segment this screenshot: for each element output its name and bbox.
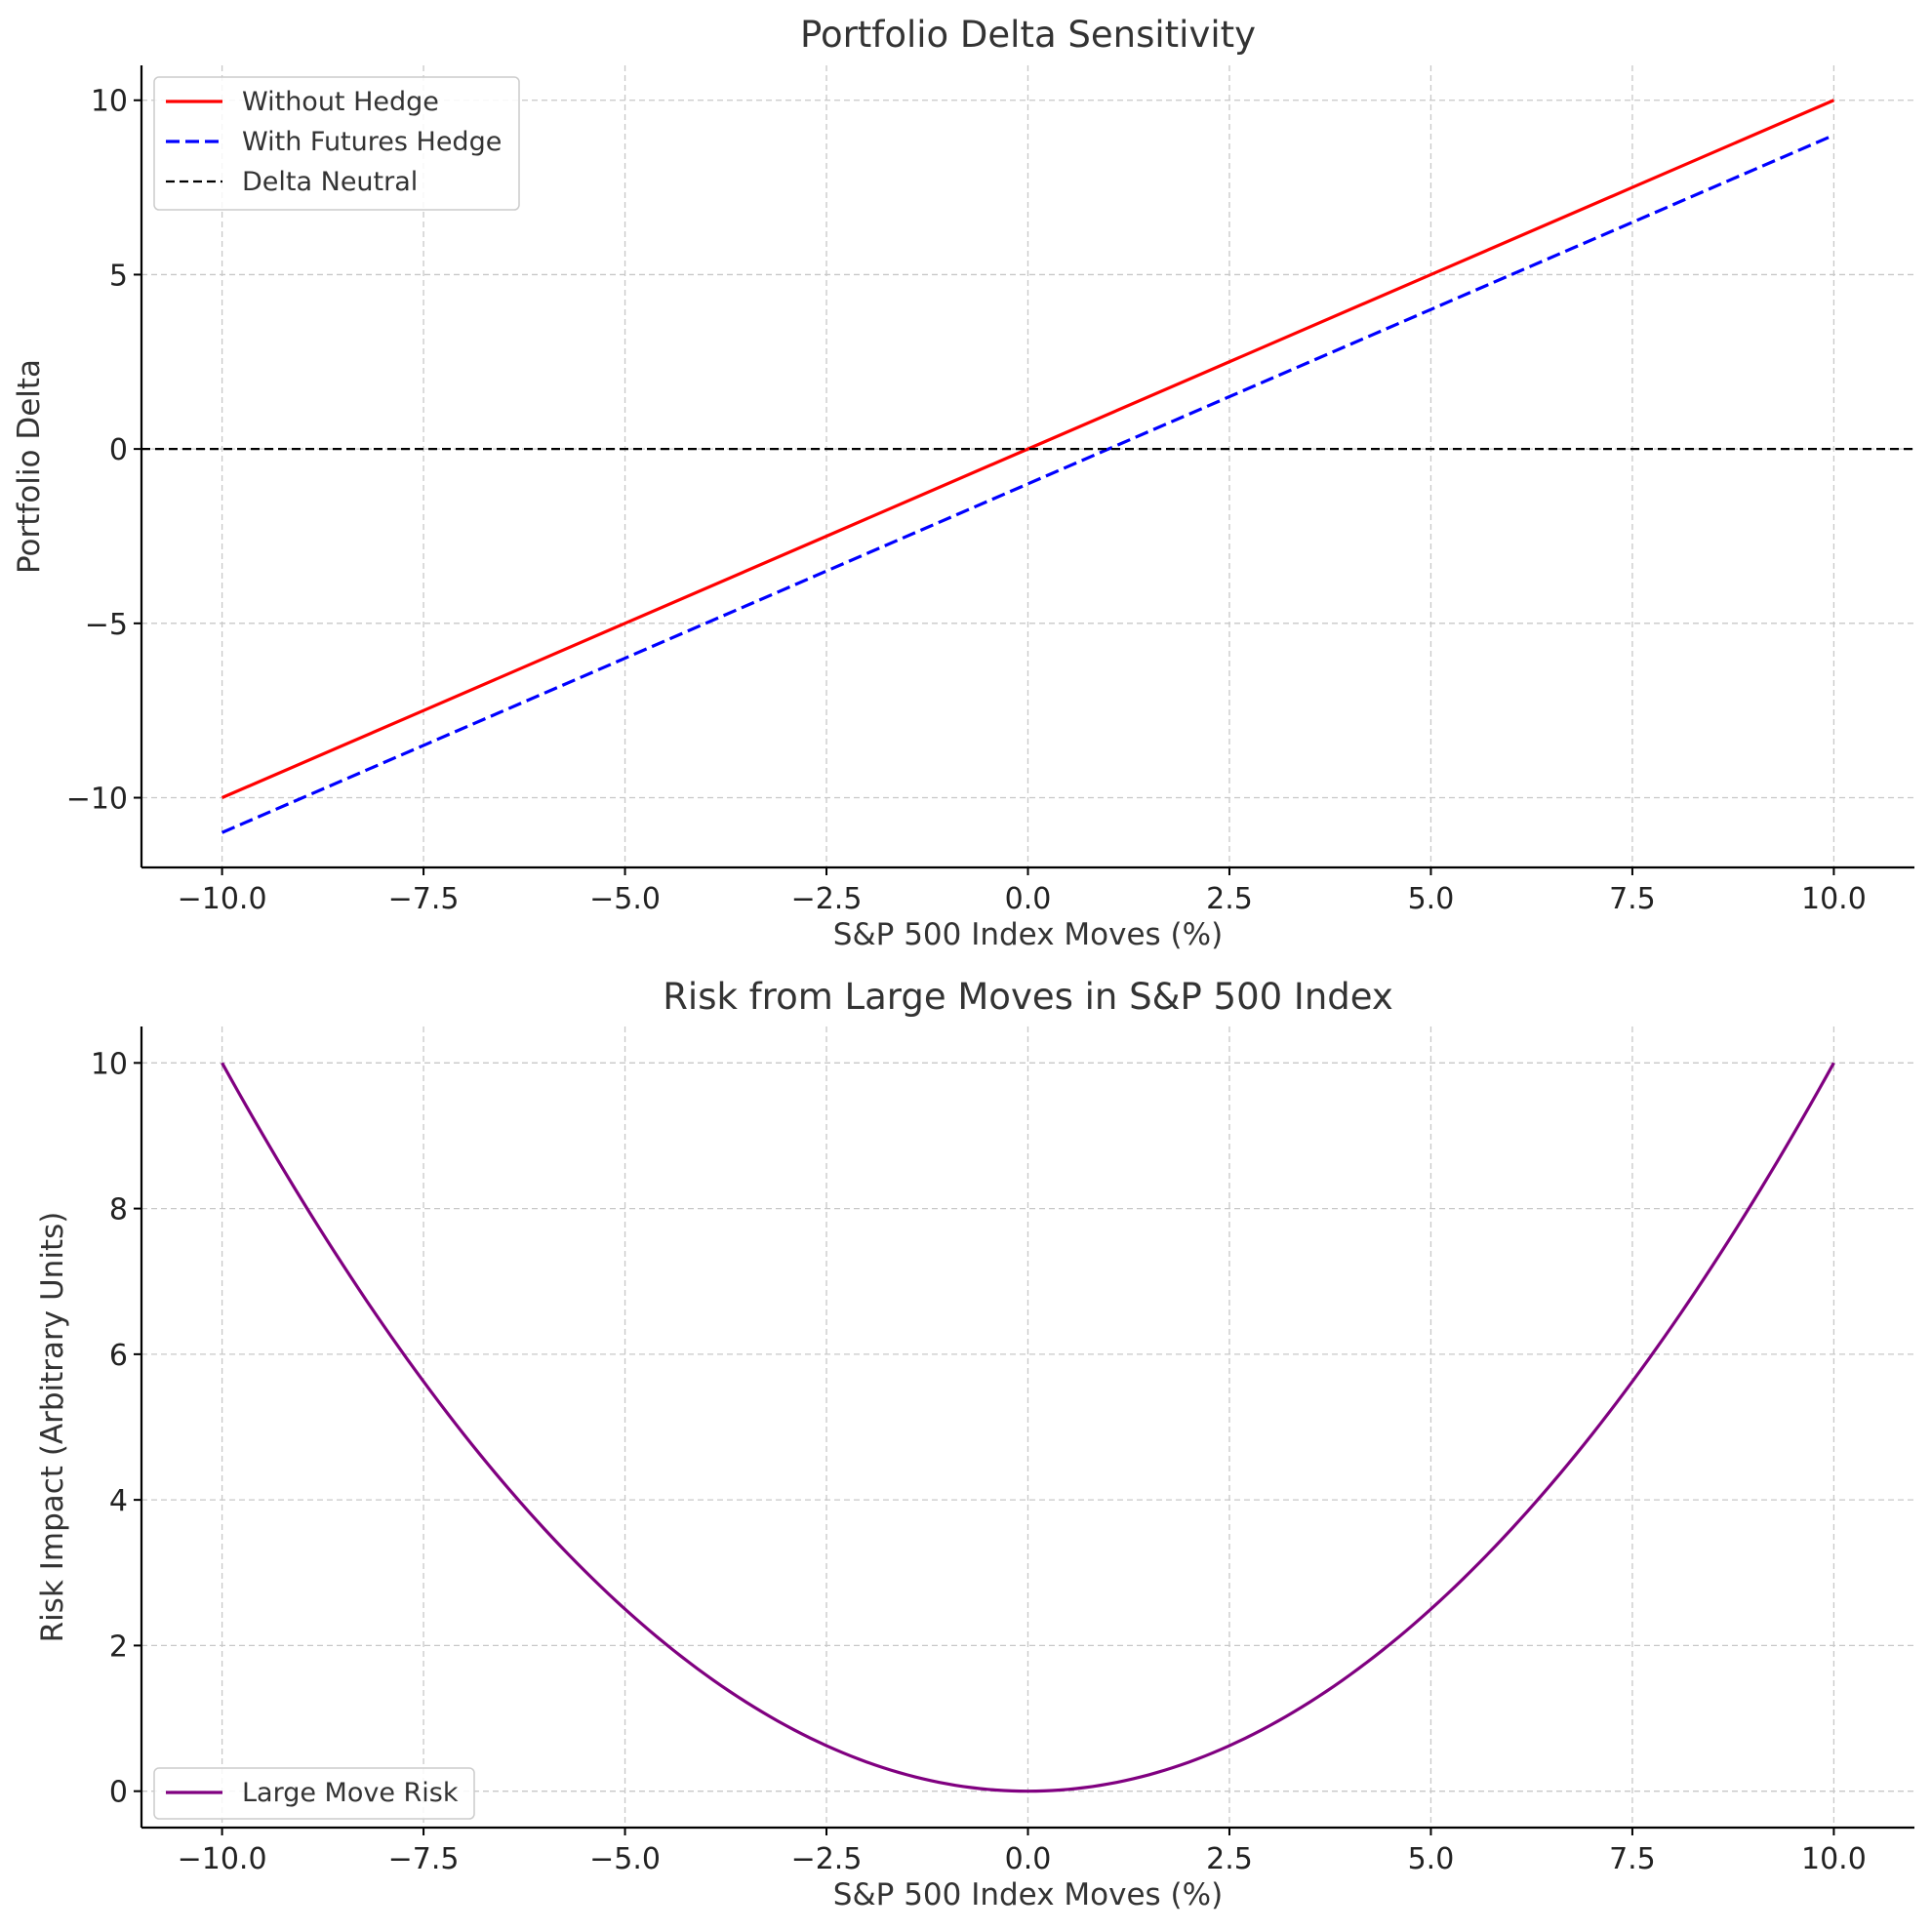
- x-tick-label: −5.0: [589, 882, 661, 916]
- x-tick-label: −5.0: [589, 1842, 661, 1876]
- x-axis-label: S&P 500 Index Moves (%): [833, 917, 1223, 952]
- x-tick-label: 10.0: [1801, 1842, 1867, 1876]
- legend-label: With Futures Hedge: [242, 127, 502, 157]
- x-tick-label: 5.0: [1408, 1842, 1455, 1876]
- x-tick-label: 2.5: [1206, 882, 1253, 916]
- chart-title: Portfolio Delta Sensitivity: [800, 14, 1256, 56]
- chart-title: Risk from Large Moves in S&P 500 Index: [663, 976, 1393, 1018]
- y-tick-label: 2: [109, 1630, 128, 1664]
- legend-box: [153, 76, 520, 211]
- large-move-risk-chart: −10.0 −7.5 −5.0 −2.5 0.0 2.5 5.0 7.5 10.0 0 2 4 6 8 10…: [35, 976, 1914, 1912]
- y-axis-label: Portfolio Delta: [12, 359, 47, 574]
- y-tick-label: −5: [85, 608, 128, 642]
- legend-label: Without Hedge: [242, 87, 439, 117]
- x-tick-label: −10.0: [178, 882, 267, 916]
- legend-label: Delta Neutral: [242, 167, 418, 197]
- legend: Without Hedge With Futures Hedge Delta Neu…: [153, 76, 520, 211]
- x-tick-label: −7.5: [388, 882, 460, 916]
- x-tick-label: 5.0: [1408, 882, 1455, 916]
- delta-sensitivity-chart: −10.0 −7.5 −5.0 −2.5 0.0 2.5 5.0 7.5 10.0 −10 −5 0 5…: [12, 14, 1914, 952]
- y-tick-label: 10: [91, 85, 128, 119]
- y-tick-label: 0: [109, 1776, 128, 1810]
- y-tick-label: 10: [91, 1047, 128, 1081]
- series-line-with-futures-hedge: [221, 134, 1835, 834]
- y-tick-label: 0: [109, 433, 128, 467]
- series-line-without-hedge: [221, 99, 1835, 799]
- x-tick-label: 0.0: [1005, 882, 1052, 916]
- y-tick-label: 5: [109, 259, 128, 293]
- x-tick-label: −10.0: [178, 1842, 267, 1876]
- x-tick-label: −7.5: [388, 1842, 460, 1876]
- legend: Large Move Risk: [153, 1767, 475, 1820]
- y-tick-label: −10: [66, 783, 128, 817]
- x-axis-label: S&P 500 Index Moves (%): [833, 1877, 1223, 1912]
- y-axis-label: Risk Impact (Arbitrary Units): [35, 1212, 70, 1643]
- x-tick-label: −2.5: [791, 1842, 863, 1876]
- legend-label: Large Move Risk: [242, 1778, 459, 1808]
- x-tick-label: 10.0: [1801, 882, 1867, 916]
- legend-box: [153, 1767, 475, 1820]
- x-tick-label: −2.5: [791, 882, 863, 916]
- x-tick-label: 0.0: [1005, 1842, 1052, 1876]
- y-tick-label: 6: [109, 1339, 128, 1373]
- y-tick-label: 4: [109, 1484, 128, 1518]
- x-tick-label: 2.5: [1206, 1842, 1253, 1876]
- x-tick-label: 7.5: [1609, 882, 1656, 916]
- x-tick-label: 7.5: [1609, 1842, 1656, 1876]
- y-tick-label: 8: [109, 1193, 128, 1228]
- series-line-large-move-risk: [221, 1062, 1835, 1793]
